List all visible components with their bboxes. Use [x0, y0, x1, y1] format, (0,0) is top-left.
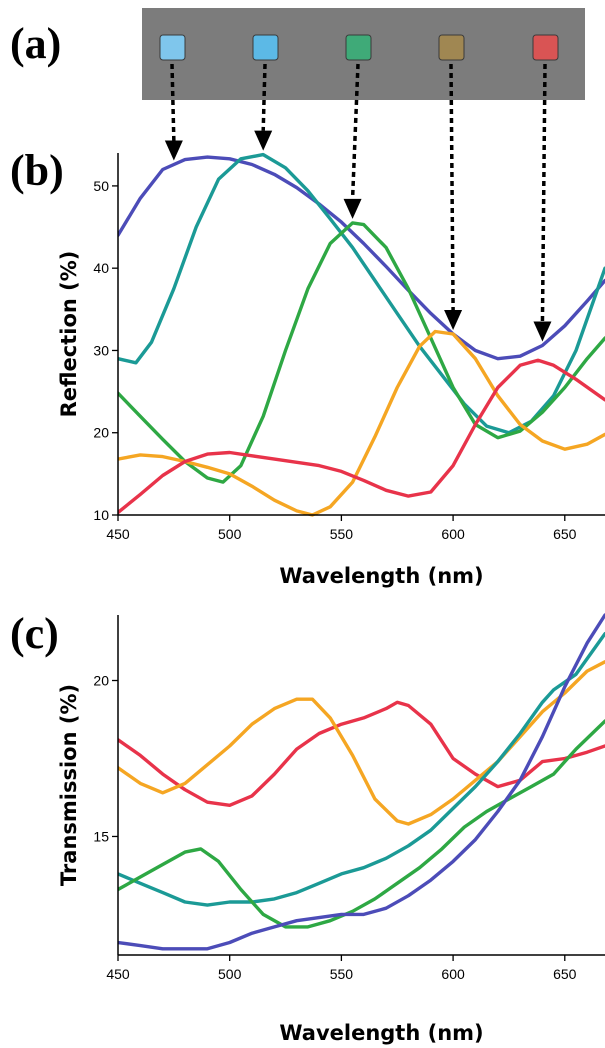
panel-label-c: (c) [10, 609, 59, 658]
chart-c-x-tick-label: 600 [441, 966, 465, 982]
chart-b-y-tick-label: 30 [93, 342, 109, 358]
arrow-head [164, 140, 183, 161]
chart-c-x-tick-label: 650 [553, 966, 577, 982]
color-to-peak-arrows [164, 63, 552, 342]
chart-b-x-tick-label: 450 [106, 526, 130, 542]
panel-label-a: (a) [10, 19, 61, 68]
color-swatch [438, 34, 465, 61]
dashed-arrow-line [540, 63, 547, 322]
chart-b-series-line [118, 152, 605, 435]
color-swatch [532, 34, 559, 61]
chart-c-series-line [118, 660, 605, 826]
dashed-arrow-line [449, 63, 455, 311]
chart-b-x-tick-label: 500 [218, 526, 242, 542]
chart-c-series-line [118, 613, 605, 951]
arrow-head [533, 321, 552, 342]
chart-c-x-axis-title: Wavelength (nm) [279, 1021, 483, 1045]
chart-c-series-line [118, 700, 605, 807]
chart-b-x-tick-label: 550 [330, 526, 354, 542]
chart-b-series-line [118, 329, 605, 517]
arrow-head [254, 130, 273, 151]
reflection-chart: 450 500 550 600 650 10 20 30 40 50 Wavelength (nm)… [57, 152, 605, 588]
chart-b-series-line [118, 155, 605, 361]
chart-b-y-tick-label: 10 [93, 507, 109, 523]
chart-b-x-tick-label: 650 [553, 526, 577, 542]
chart-b-y-tick-label: 20 [93, 425, 109, 441]
dashed-arrow-line [170, 63, 176, 141]
chart-c-x-tick-label: 550 [330, 966, 354, 982]
chart-b-x-axis-title: Wavelength (nm) [279, 564, 483, 588]
chart-b-x-tick-label: 600 [441, 526, 465, 542]
color-swatch [159, 34, 186, 61]
transmission-chart: 450 500 550 600 650 15 20 Wavelength (nm) Transm… [57, 613, 605, 1045]
chart-c-y-tick-label: 15 [93, 828, 109, 844]
chart-b-y-tick-label: 50 [93, 178, 109, 194]
chart-b-y-tick-label: 40 [93, 260, 109, 276]
chart-c-x-tick-label: 500 [218, 966, 242, 982]
chart-c-series-line [118, 632, 605, 907]
color-swatch [345, 34, 372, 61]
arrow-head [343, 198, 362, 219]
chart-c-y-axis-title: Transmission (%) [57, 684, 81, 886]
chart-c-y-tick-label: 20 [93, 673, 109, 689]
chart-c-x-tick-label: 450 [106, 966, 130, 982]
color-swatch [252, 34, 279, 61]
chart-b-y-axis-title: Reflection (%) [57, 251, 81, 418]
dashed-arrow-line [350, 63, 360, 200]
sample-photo [142, 8, 585, 100]
arrow-head [444, 310, 463, 330]
chart-b-series-line [118, 358, 605, 515]
chart-c-series-line [118, 719, 605, 929]
panel-label-b: (b) [10, 146, 64, 195]
dashed-arrow-line [261, 63, 267, 131]
